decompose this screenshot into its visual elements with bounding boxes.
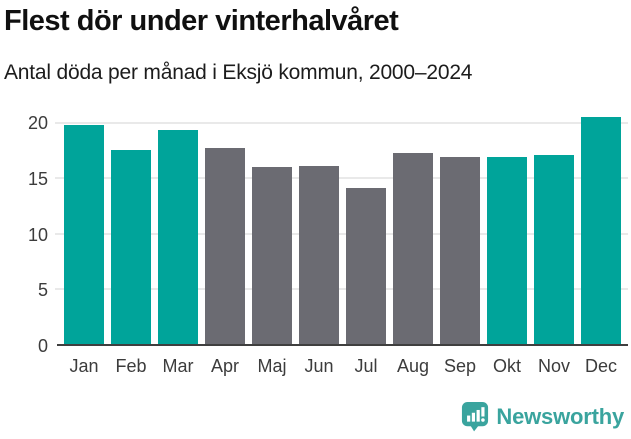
y-tick-label-20: 20	[27, 113, 48, 134]
x-tick-label-nov: Nov	[537, 356, 570, 376]
bar-dec	[581, 116, 621, 344]
gridline-15	[55, 177, 628, 180]
bar-jan	[64, 125, 104, 344]
brand-name: Newsworthy	[496, 403, 624, 429]
gridline-5	[55, 287, 628, 290]
bar-sep	[440, 157, 480, 344]
x-tick-label-okt: Okt	[492, 356, 521, 376]
bar-mar	[158, 129, 198, 344]
bar-okt	[487, 157, 527, 344]
x-tick-label-maj: Maj	[257, 356, 287, 376]
chart-subtitle: Antal döda per månad i Eksjö kommun, 200…	[4, 61, 473, 84]
y-tick-label-10: 10	[27, 224, 48, 245]
gridline-20	[55, 122, 628, 125]
plot-area	[55, 110, 628, 346]
y-tick-label-15: 15	[27, 169, 48, 190]
y-tick-label-0: 0	[37, 336, 48, 356]
x-tick-label-dec: Dec	[584, 356, 617, 376]
x-tick-label-jul: Jul	[354, 356, 378, 376]
bar-apr	[205, 147, 245, 344]
bar-jul	[346, 188, 386, 344]
x-tick-label-mar: Mar	[162, 356, 194, 376]
x-tick-label-aug: Aug	[396, 356, 430, 376]
x-axis: Jan Feb Mar Apr Maj Jun Jul Aug Sep Okt Nov Dec	[57, 356, 628, 377]
chart-title: Flest dör under vinterhalvåret	[4, 5, 399, 37]
x-tick-label-jun: Jun	[304, 356, 334, 376]
bars-layer	[57, 110, 628, 344]
x-tick-label-sep: Sep	[443, 356, 477, 376]
bar-feb	[111, 149, 151, 344]
x-tick-label-jan: Jan	[69, 356, 99, 376]
bar-aug	[393, 153, 433, 344]
gridline-10	[55, 232, 628, 235]
brand-footer: Newsworthy	[461, 401, 624, 432]
y-tick-label-5: 5	[37, 280, 48, 301]
bar-maj	[252, 167, 292, 344]
newsworthy-logo-icon	[461, 401, 489, 432]
y-axis: 0 5 10 15 20	[0, 110, 48, 355]
x-tick-label-apr: Apr	[210, 356, 239, 376]
x-tick-label-feb: Feb	[115, 356, 147, 376]
bar-jun	[299, 166, 339, 344]
bar-nov	[534, 155, 574, 344]
